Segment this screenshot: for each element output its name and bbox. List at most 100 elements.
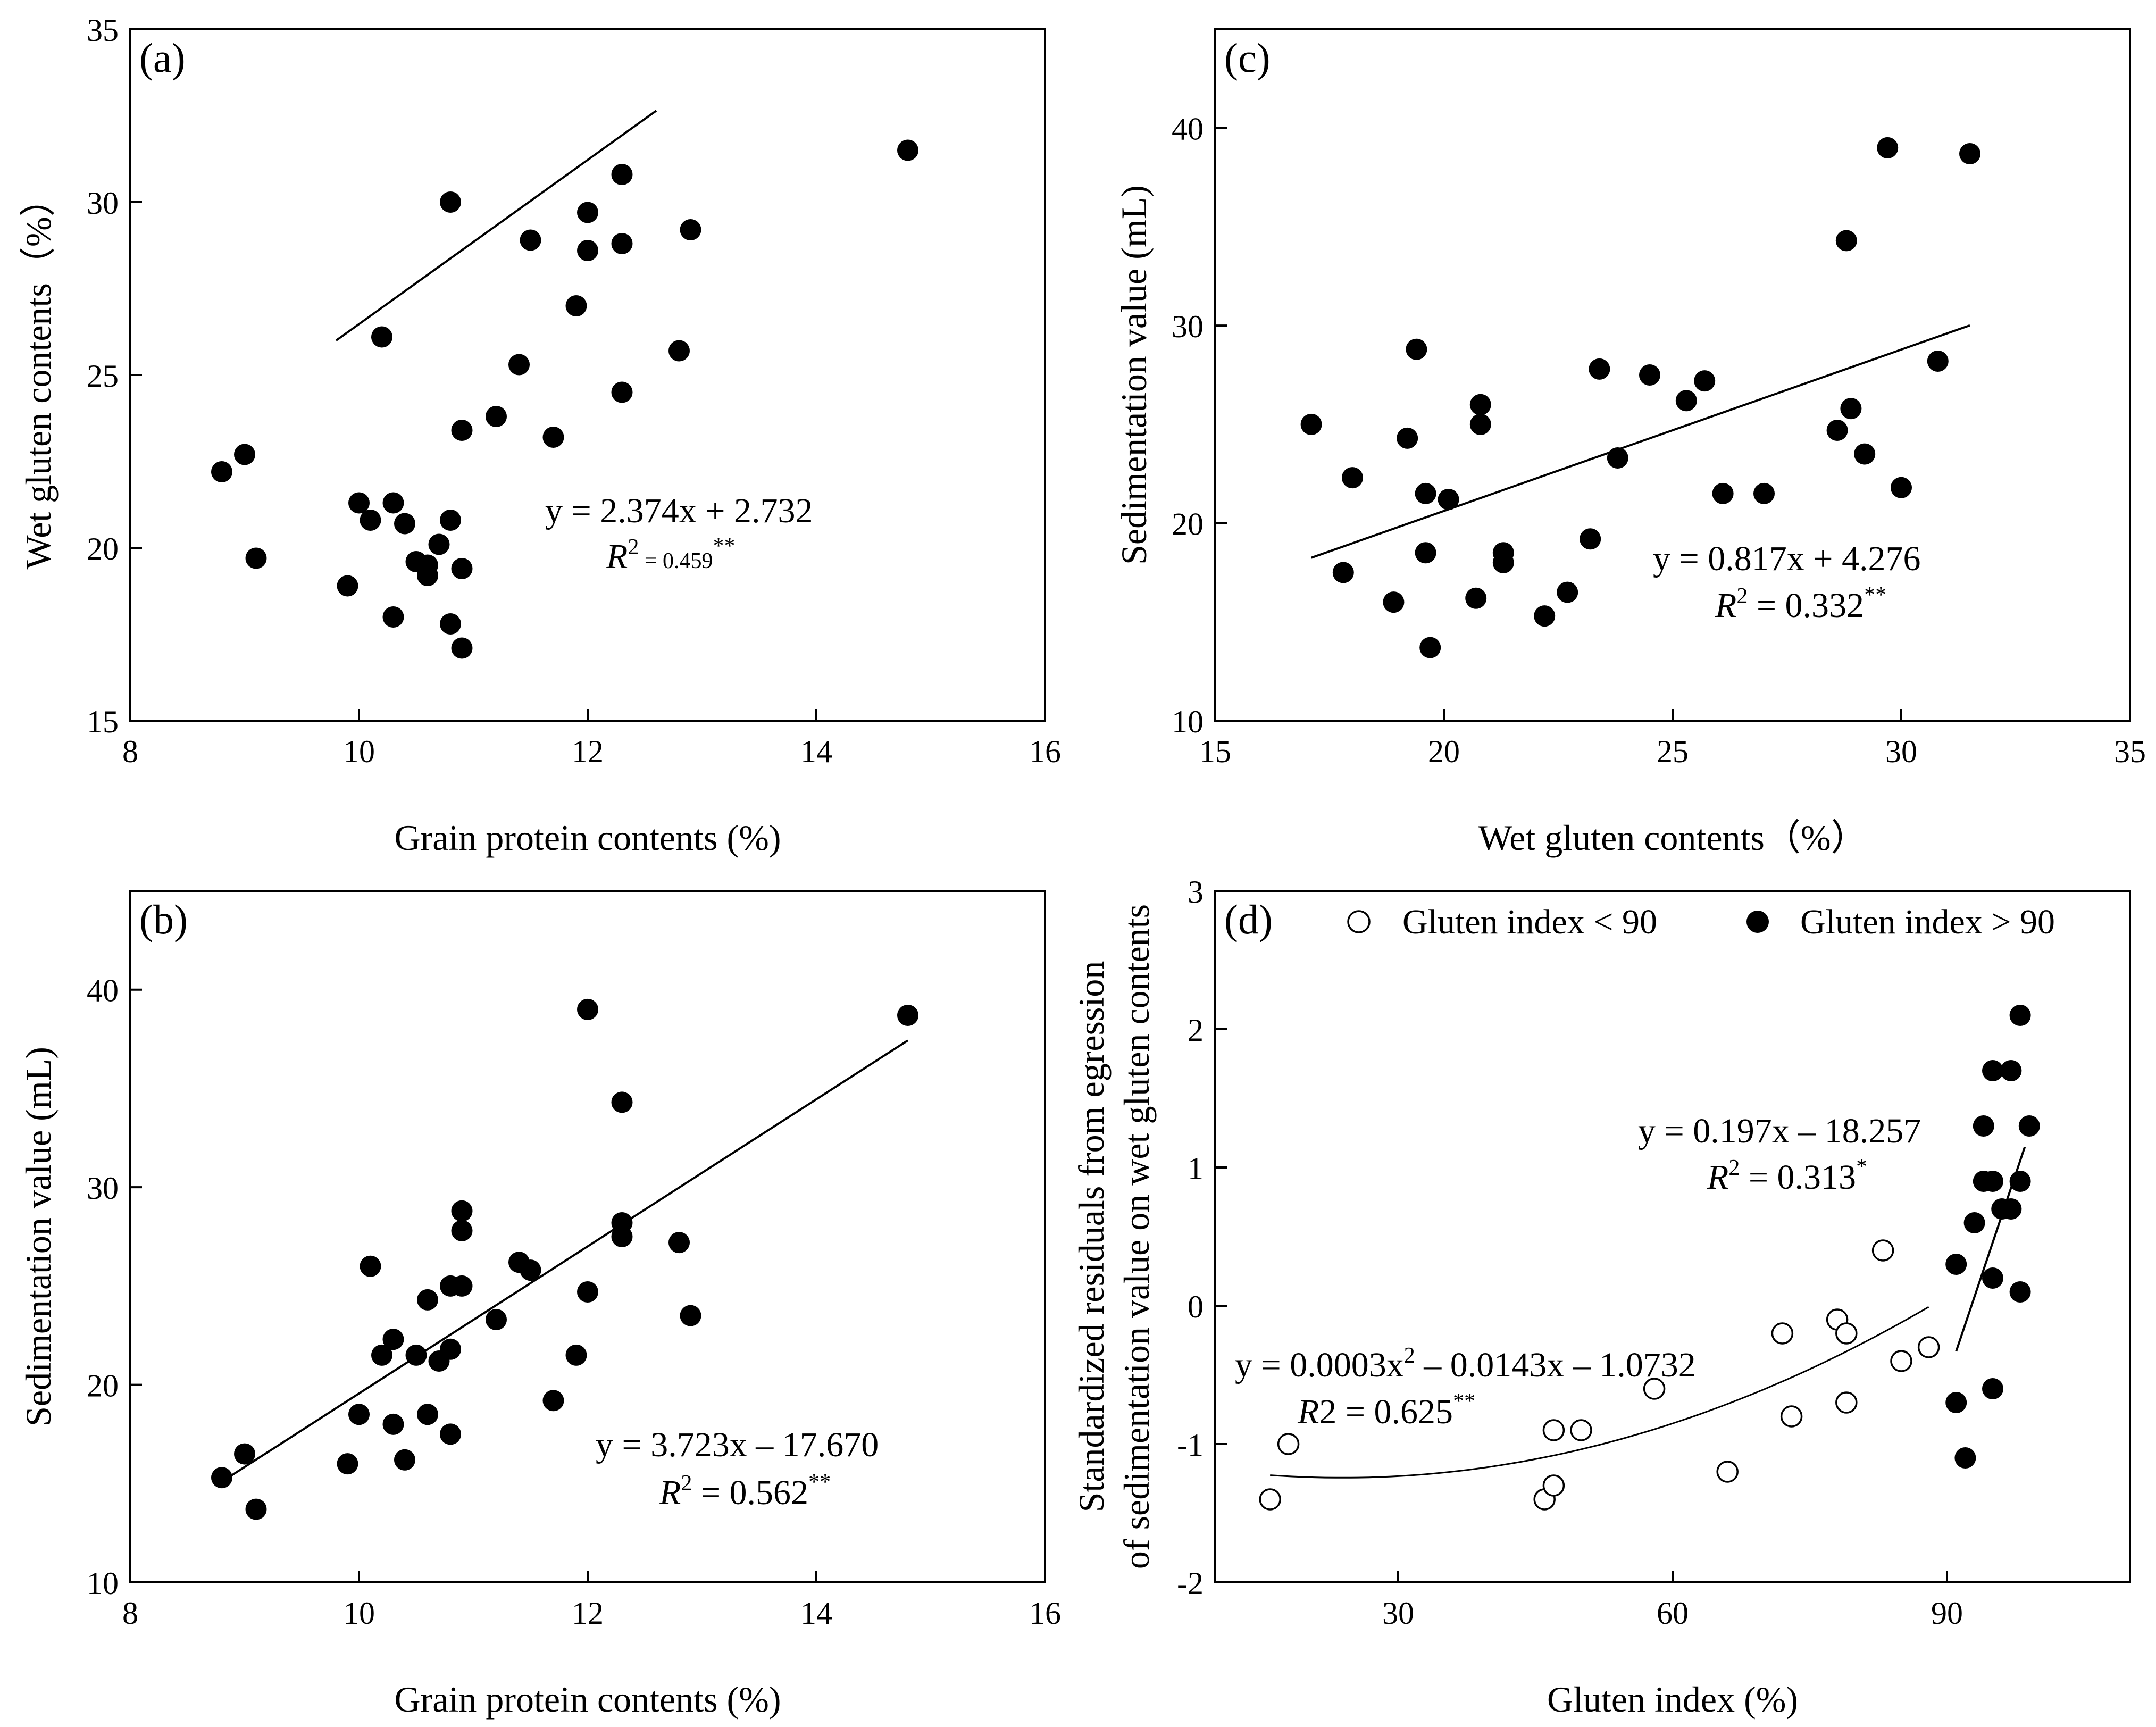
r2-d-linear-sig: *: [1856, 1155, 1867, 1179]
data-point-a-28: [611, 233, 633, 254]
fit-line-b: [221, 1039, 909, 1483]
data-point-c-29: [1877, 137, 1899, 158]
data-point-c-12: [1469, 413, 1491, 435]
y-tick-label-a-0: 15: [87, 704, 119, 739]
data-point-c-10: [1465, 587, 1487, 609]
data-points-d: [1259, 1005, 2040, 1511]
data-point-a-30: [668, 340, 690, 362]
data-points-c: [1300, 137, 1980, 658]
data-point-c-21: [1675, 390, 1697, 412]
panel-label-a: (a): [139, 35, 186, 81]
y-tick-label-d-2: 0: [1188, 1289, 1204, 1324]
data-point-d-open-15: [1917, 1336, 1940, 1358]
data-point-a-1: [234, 444, 255, 465]
data-point-c-22: [1694, 370, 1716, 392]
r2-a-sig: **: [713, 534, 736, 558]
data-point-c-17: [1580, 528, 1601, 550]
data-point-a-5: [360, 510, 381, 531]
regression-line-c: [1310, 324, 1970, 559]
data-point-d-open-8: [1771, 1322, 1794, 1345]
data-point-c-25: [1826, 420, 1848, 441]
y-tick-label-c-1: 20: [1172, 507, 1204, 542]
data-point-c-15: [1534, 605, 1556, 627]
data-point-b-31: [680, 1305, 701, 1326]
r2-b-rest: = 0.562: [692, 1473, 808, 1512]
x-tick-label-d-1: 60: [1657, 1596, 1689, 1631]
data-point-d-filled-0: [1945, 1254, 1967, 1275]
data-point-b-24: [565, 1344, 587, 1366]
legend-label-open: Gluten index < 90: [1402, 903, 1657, 941]
r2-d-quadratic-sig: **: [1453, 1389, 1475, 1414]
data-point-c-28: [1854, 443, 1876, 465]
axis-ticks-a: 8 10 12 14 16 15 20 25 30 35: [87, 13, 1061, 769]
y-tick-label-b-3: 40: [87, 973, 119, 1008]
data-point-a-0: [211, 461, 232, 482]
y-tick-label-d-0: -2: [1177, 1566, 1204, 1601]
data-point-d-filled-15: [2009, 1281, 2031, 1303]
data-point-d-filled-12: [2000, 1198, 2022, 1220]
regression-line-b: [221, 1039, 909, 1483]
x-tick-label-b-2: 12: [572, 1596, 604, 1631]
data-point-b-18: [451, 1220, 473, 1241]
r2-c-exp: 2: [1736, 584, 1748, 608]
data-point-c-27: [1840, 398, 1862, 420]
data-point-a-18: [451, 558, 473, 579]
data-point-a-13: [428, 533, 450, 555]
data-point-c-6: [1415, 482, 1436, 504]
panel-label-d: (d): [1224, 896, 1273, 942]
data-point-b-32: [897, 1005, 918, 1026]
x-tick-label-b-0: 8: [122, 1596, 138, 1631]
data-point-a-21: [508, 354, 530, 376]
data-point-a-2: [245, 547, 267, 569]
x-tick-label-a-1: 10: [343, 734, 375, 769]
data-point-c-23: [1712, 482, 1734, 504]
data-point-c-4: [1397, 427, 1418, 449]
axis-ticks-c: 15 20 25 30 35 10 20 30 40: [1172, 112, 2146, 769]
eq-d-quad-sup: 2: [1404, 1344, 1415, 1368]
panel-label-c: (c): [1224, 35, 1271, 81]
plot-frame-b: [129, 890, 1046, 1583]
data-point-d-filled-16: [2018, 1115, 2040, 1137]
data-point-d-open-0: [1259, 1488, 1281, 1511]
data-point-a-15: [440, 613, 461, 635]
r2-a-rest: = 0.459: [639, 549, 713, 573]
r2-b-value: 2 = 0.562: [681, 1471, 808, 1512]
x-tick-label-c-1: 20: [1428, 734, 1460, 769]
data-point-b-6: [371, 1344, 392, 1366]
data-point-c-32: [1959, 143, 1980, 164]
y-tick-label-c-3: 40: [1172, 112, 1204, 147]
data-point-d-filled-11: [2000, 1060, 2022, 1081]
data-point-c-0: [1300, 413, 1322, 435]
data-point-a-9: [394, 513, 415, 535]
equation-a: y = 2.374x + 2.732: [545, 491, 813, 530]
panel-a: 8 10 12 14 16 15 20 25 30 35 (a) y = 2.374x + 2.7…: [18, 13, 1061, 858]
data-point-b-4: [348, 1404, 370, 1425]
y-tick-label-b-2: 30: [87, 1171, 119, 1206]
data-point-a-12: [417, 554, 438, 576]
panel-d: 30 60 90 -2 -1 0 1 2 3 (d) Gluten index < 90 Glu…: [1071, 874, 2131, 1720]
data-point-d-open-4: [1542, 1419, 1565, 1441]
r2-c-rest: = 0.332: [1748, 586, 1864, 625]
r2-b: R2 = 0.562**: [659, 1470, 831, 1512]
y-tick-label-a-3: 30: [87, 186, 119, 221]
data-point-b-16: [440, 1423, 461, 1445]
data-point-a-23: [542, 427, 564, 448]
x-tick-label-b-4: 16: [1029, 1596, 1061, 1631]
x-tick-label-c-2: 25: [1657, 734, 1689, 769]
data-point-c-26: [1835, 230, 1857, 252]
data-points-b: [211, 998, 918, 1520]
data-point-d-open-5: [1570, 1419, 1592, 1441]
data-point-a-4: [348, 492, 370, 514]
equation-d-linear: y = 0.197x – 18.257: [1638, 1112, 1921, 1150]
r2-c-value: 2 = 0.332: [1736, 584, 1864, 625]
data-point-c-16: [1557, 581, 1578, 603]
x-tick-label-c-0: 15: [1199, 734, 1231, 769]
x-axis-label-d: Gluten index (%): [1547, 1679, 1798, 1720]
data-point-a-16: [440, 191, 461, 213]
data-point-a-19: [451, 637, 473, 659]
y-tick-label-d-1: -1: [1177, 1428, 1204, 1463]
data-point-d-filled-8: [1982, 1267, 2003, 1289]
